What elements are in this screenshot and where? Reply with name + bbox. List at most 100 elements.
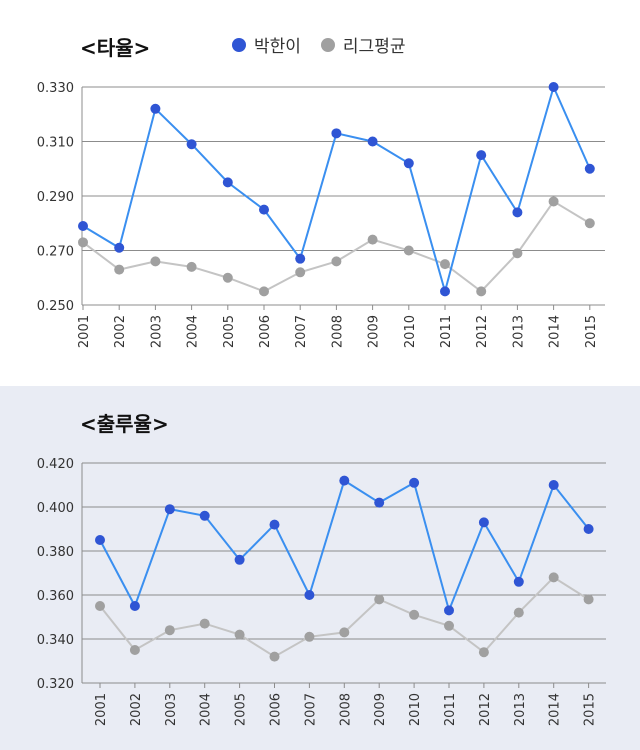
obp-league-point — [95, 601, 105, 611]
legend-marker-player — [232, 37, 246, 52]
obp-x-tick-label: 2008 — [338, 693, 353, 726]
obp-x-tick-label: 2012 — [478, 693, 493, 726]
obp-league-point — [129, 645, 140, 655]
obp-player-point — [129, 601, 140, 611]
avg-league-point — [440, 259, 450, 270]
obp-y-tick-label: 0.320 — [37, 677, 74, 692]
avg-player-point — [78, 220, 88, 231]
obp-y-tick-label: 0.400 — [37, 501, 74, 516]
obp-player-line — [99, 479, 590, 614]
obp-player-point — [548, 480, 559, 490]
avg-league-point — [331, 256, 342, 267]
obp-x-tick-label: 2002 — [129, 693, 144, 726]
avg-player-point — [259, 204, 269, 215]
obp-x-tick-label: 2009 — [373, 693, 388, 726]
avg-y-tick-label: 0.270 — [37, 245, 74, 260]
obp-league-point — [374, 594, 385, 605]
obp-player-point — [339, 475, 350, 486]
avg-x-tick-label: 2001 — [77, 315, 92, 348]
obp-player-point — [199, 510, 210, 521]
avg-league-point — [114, 264, 125, 275]
obp-league-point — [444, 620, 454, 631]
avg-league-point — [186, 261, 197, 272]
batting-average-title: <타율> — [80, 36, 151, 60]
obp-player-point — [478, 517, 489, 528]
obp-x-tick-label: 2004 — [199, 693, 214, 726]
avg-league-point — [367, 234, 378, 245]
obp-x-tick-label: 2011 — [443, 693, 458, 726]
obp-player-point — [164, 504, 175, 515]
avg-x-tick-label: 2006 — [258, 315, 273, 348]
avg-x-tick-label: 2003 — [149, 315, 164, 348]
legend-marker-league — [320, 37, 335, 52]
avg-x-tick-label: 2004 — [186, 315, 201, 348]
obp-league-point — [164, 625, 175, 636]
avg-x-tick-label: 2005 — [222, 315, 237, 348]
obp-y-tick-label: 0.340 — [37, 633, 74, 648]
chart-legend: 박한이 리그평균 — [232, 32, 425, 57]
avg-x-tick-label: 2010 — [403, 315, 418, 348]
avg-league-point — [584, 218, 595, 229]
obp-x-tick-label: 2001 — [94, 693, 109, 726]
obp-league-point — [339, 627, 350, 638]
obp-player-point — [583, 524, 594, 534]
avg-player-point — [186, 139, 197, 150]
obp-y-tick-label: 0.420 — [37, 457, 74, 472]
legend-label-league: 리그평균 — [342, 37, 406, 57]
avg-player-point — [114, 242, 125, 253]
avg-y-tick-label: 0.310 — [37, 136, 74, 151]
on-base-percentage-panel — [0, 386, 640, 750]
avg-player-point — [222, 177, 233, 188]
avg-player-point — [403, 158, 414, 169]
obp-player-point — [374, 497, 385, 508]
avg-league-point — [476, 286, 487, 297]
avg-league-point — [259, 286, 269, 297]
avg-x-tick-label: 2013 — [511, 315, 526, 348]
obp-league-point — [269, 651, 280, 662]
obp-player-point — [304, 590, 315, 600]
obp-league-point — [234, 629, 245, 640]
avg-player-point — [331, 128, 342, 139]
obp-league-point — [409, 609, 420, 620]
legend-label-player: 박한이 — [254, 37, 301, 57]
avg-league-point — [295, 267, 306, 278]
legend-item-league: 리그평균 — [320, 32, 406, 57]
avg-x-tick-label: 2014 — [548, 315, 563, 348]
avg-player-point — [440, 286, 450, 297]
avg-x-tick-label: 2009 — [367, 315, 382, 348]
avg-league-point — [78, 237, 88, 248]
avg-y-tick-label: 0.250 — [37, 299, 74, 314]
avg-league-point — [403, 245, 414, 256]
obp-x-tick-label: 2005 — [234, 693, 249, 726]
avg-x-tick-label: 2011 — [439, 315, 454, 348]
obp-league-point — [548, 572, 559, 583]
obp-league-point — [478, 647, 489, 658]
avg-league-point — [512, 248, 523, 259]
on-base-percentage-title: <출루율> — [80, 412, 169, 436]
obp-league-point — [513, 607, 524, 618]
avg-league-point — [150, 256, 161, 267]
obp-league-point — [304, 631, 315, 642]
obp-x-tick-label: 2010 — [408, 693, 423, 726]
avg-league-point — [222, 272, 233, 283]
obp-player-point — [269, 519, 280, 530]
avg-x-tick-label: 2015 — [584, 315, 599, 348]
obp-player-point — [95, 535, 105, 545]
obp-league-point — [583, 594, 594, 605]
avg-player-point — [295, 253, 306, 264]
avg-player-point — [512, 207, 523, 218]
obp-league-point — [199, 618, 210, 629]
avg-y-tick-label: 0.290 — [37, 190, 74, 205]
obp-player-point — [409, 477, 420, 488]
avg-player-point — [476, 150, 487, 161]
avg-x-tick-label: 2012 — [475, 315, 490, 348]
avg-y-tick-label: 0.330 — [37, 81, 74, 96]
avg-x-tick-label: 2008 — [330, 315, 345, 348]
obp-x-tick-label: 2014 — [548, 693, 563, 726]
avg-player-point — [548, 82, 559, 92]
avg-x-tick-label: 2002 — [113, 315, 128, 348]
avg-player-point — [584, 163, 595, 174]
obp-y-tick-label: 0.380 — [37, 545, 74, 560]
obp-x-tick-label: 2015 — [583, 693, 598, 726]
